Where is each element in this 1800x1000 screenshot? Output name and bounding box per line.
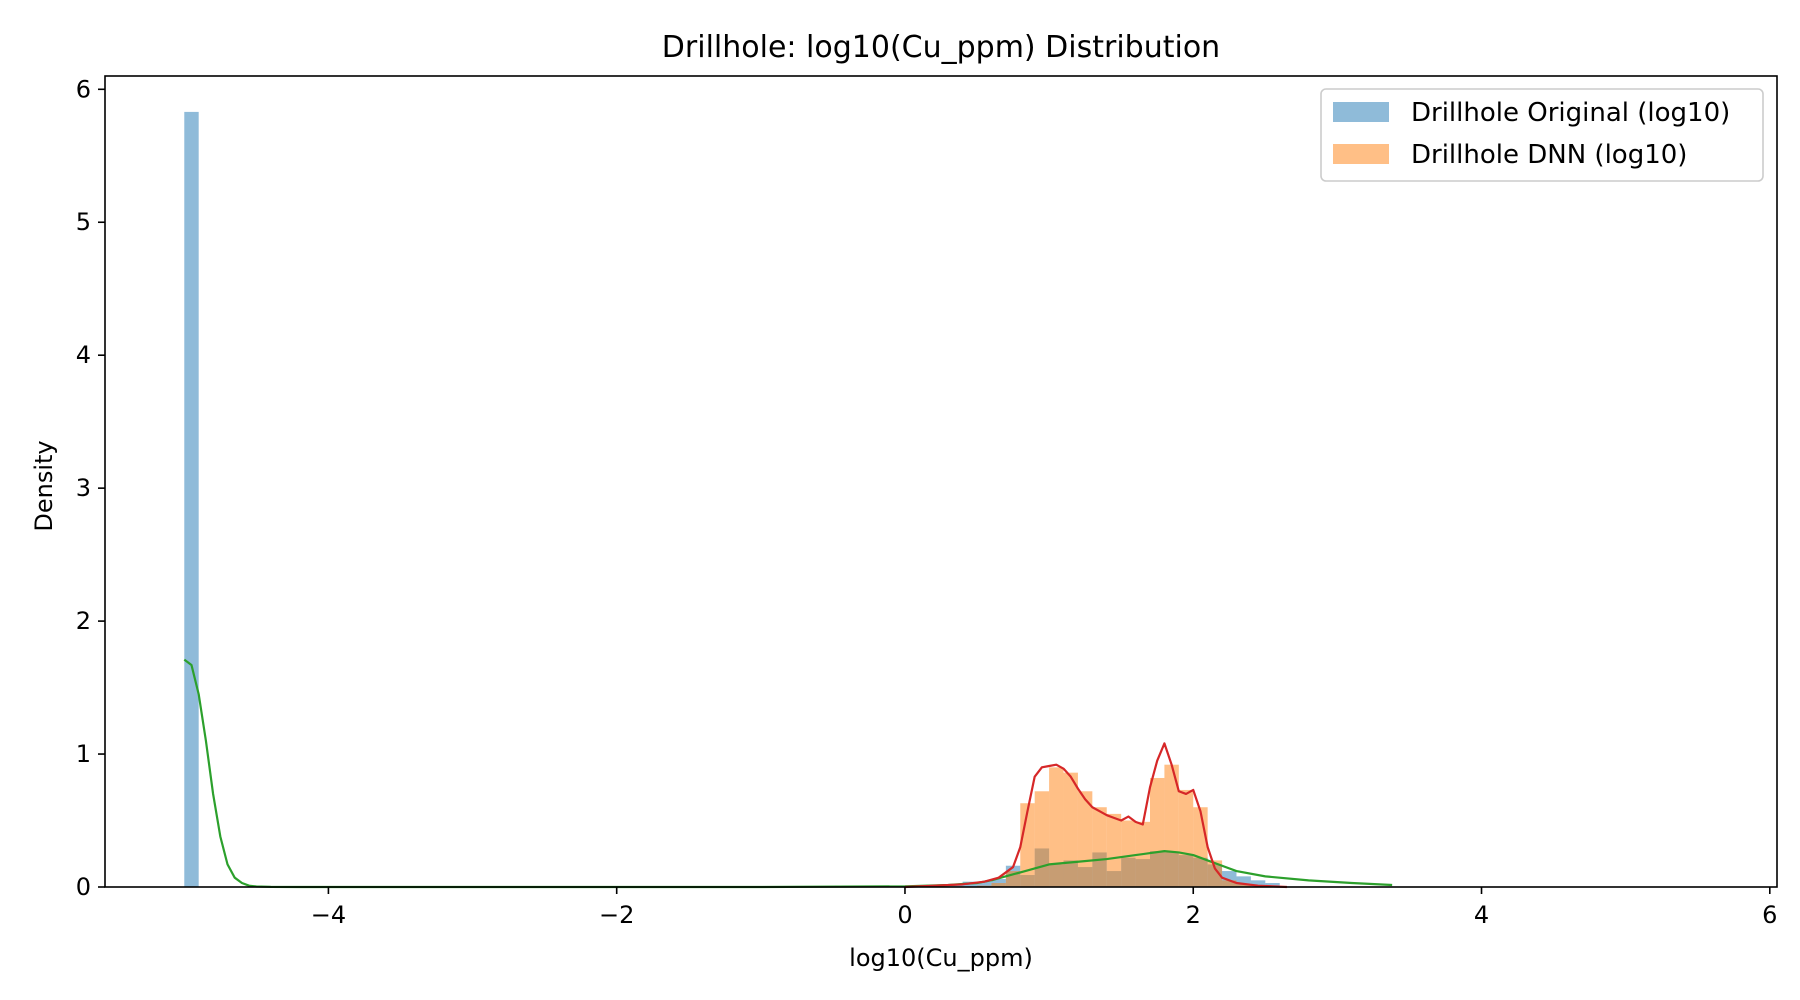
axes-layer: −4 −2 0 2 4 6 0 1 2 3 4 5 6 [76, 75, 1778, 929]
kde-layer [183, 658, 1393, 889]
histogram-bar-dnn [1049, 767, 1064, 887]
y-axis-label: Density [30, 440, 58, 531]
x-tick-label: 6 [1762, 901, 1777, 929]
histogram-bar-dnn [1063, 772, 1078, 887]
histogram-bar-original [1236, 876, 1251, 887]
x-tick-label: 0 [897, 901, 912, 929]
y-tick-label: 3 [76, 474, 91, 502]
histogram-bar-dnn [991, 883, 1006, 887]
y-tick-label: 5 [76, 208, 91, 236]
legend-box [1320, 88, 1764, 182]
y-tick-label: 0 [76, 873, 91, 901]
x-tick-label: −4 [311, 901, 346, 929]
legend-label-dnn: Drillhole DNN (log10) [1411, 140, 1687, 170]
histogram-bar-dnn [1121, 820, 1136, 887]
histogram-bar-original [1265, 883, 1280, 887]
bars-layer [184, 111, 1280, 887]
y-tick-label: 2 [76, 607, 91, 635]
histogram-bar-dnn [1150, 777, 1165, 887]
histogram-bar-dnn [1034, 791, 1050, 887]
histogram-bar-dnn [1077, 791, 1093, 887]
kde-line-original [183, 658, 1393, 889]
kde-line-dnn [904, 742, 1287, 889]
histogram-bar-dnn [1236, 884, 1251, 887]
histogram-bar-dnn [1106, 813, 1122, 887]
x-tick-label: −2 [599, 901, 634, 929]
histogram-bar-dnn [1207, 860, 1223, 887]
y-tick-label: 1 [76, 740, 91, 768]
histogram-bar-original [1250, 880, 1266, 887]
histogram-bar-original [184, 111, 199, 887]
plot-area [183, 111, 1393, 889]
y-ticks: 0 1 2 3 4 5 6 [76, 75, 105, 901]
histogram-bar-dnn [1164, 764, 1179, 887]
x-ticks: −4 −2 0 2 4 6 [311, 887, 1777, 929]
chart-title: Drillhole: log10(Cu_ppm) Distribution [662, 30, 1220, 65]
x-tick-label: 2 [1186, 901, 1201, 929]
y-tick-label: 4 [76, 341, 91, 369]
y-tick-label: 6 [76, 75, 91, 103]
legend-label-original: Drillhole Original (log10) [1411, 98, 1730, 128]
x-tick-label: 4 [1474, 901, 1489, 929]
legend-swatch-dnn [1333, 144, 1389, 164]
histogram-bar-dnn [1092, 807, 1107, 887]
histogram-bar-dnn [1193, 807, 1208, 887]
histogram-bar-dnn [1222, 880, 1237, 887]
legend: Drillhole Original (log10) Drillhole DNN… [1320, 88, 1764, 182]
histogram-bar-dnn [1178, 789, 1194, 887]
axes-frame [104, 75, 1778, 888]
legend-swatch-original [1333, 102, 1389, 122]
histogram-bar-original [977, 881, 992, 887]
x-axis-label: log10(Cu_ppm) [849, 944, 1033, 972]
